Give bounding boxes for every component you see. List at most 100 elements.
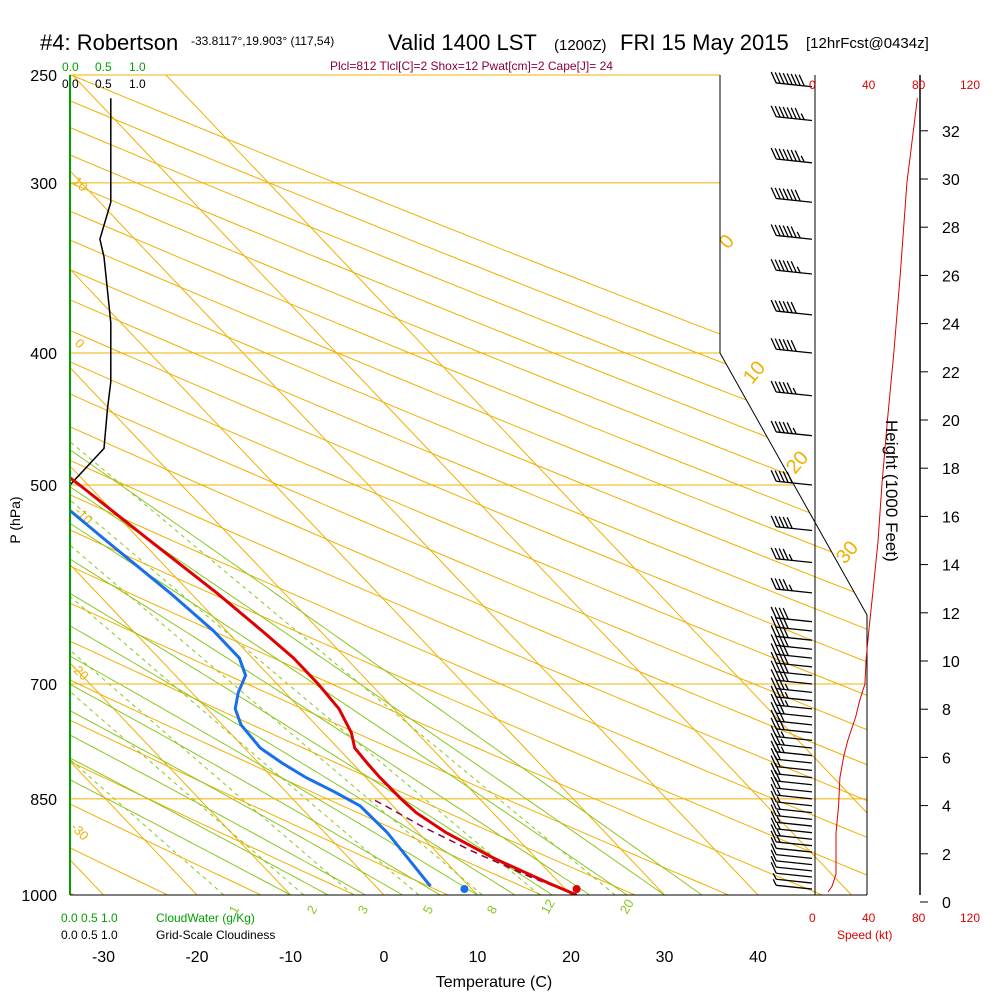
wind-barb-feather [786,517,793,529]
wind-barb-staff [776,872,813,878]
wind-barb-feather [770,747,777,760]
wind-barb-feather [770,105,777,118]
wind-barb-feather [770,740,777,753]
wind-speed-tick-top: 80 [912,78,926,92]
wind-barb-feather [774,338,781,350]
cloudwater-scale-label: 0.5 [95,60,112,74]
dry-adiabat-line [70,75,867,895]
dry-adiabat-line [70,75,867,895]
wind-barb-staff [776,310,813,316]
wind-barb-feather [786,382,793,394]
dry-adiabat-line [70,75,702,895]
dry-adiabat-line [70,75,867,895]
wind-barb [770,643,813,659]
wind-barb-staff [776,787,813,793]
wind-barb-feather [770,380,777,393]
wind-barb-staff [776,653,813,659]
wind-barb-feather [782,301,789,313]
dry-adiabat-line [70,75,867,895]
wind-barb-staff [776,234,813,240]
height-tick-label: 32 [942,124,960,141]
wind-barb-staff [776,644,813,650]
wind-barb-feather [774,515,781,528]
wind-barb [770,299,813,316]
wind-speed-tick-top: 0 [809,78,816,92]
mixing-ratio-label: 20 [617,896,637,916]
wind-barb-feather [770,469,777,482]
wind-barb-feather [790,226,797,238]
wind-barb-feather [778,421,785,433]
height-tick-label: 30 [942,172,960,189]
wind-barb-feather [782,188,789,200]
wind-barb [770,837,813,853]
wind-barb [770,105,813,122]
wind-barb-staff [776,712,813,718]
wind-barb-feather [774,578,781,590]
moist-adiabat-line [70,75,403,895]
wind-barb-feather [790,339,797,352]
wind-barb-feather [770,187,777,199]
wind-barb-feather [770,769,777,782]
wind-barb-feather [786,149,793,161]
valid-zulu: (1200Z) [554,37,607,54]
wind-barb-staff [776,728,813,734]
wind-speed-line [827,98,918,893]
moist-adiabat-line [70,75,665,895]
wind-barb-half-feather [788,554,793,561]
wind-barb [770,606,813,623]
wind-barb-staff [776,391,813,397]
wind-barb-feather [770,668,777,681]
moist-adiabat-line [70,75,478,895]
wind-barb-feather [770,755,777,767]
wind-barb-half-feather [776,836,781,843]
surface-dewpoint-dot [460,885,469,893]
wind-barb-feather [774,187,781,200]
wind-barb-feather [790,73,797,86]
wind-barb-feather [786,107,793,119]
wind-barb-feather [782,225,789,237]
wind-barb-feather [782,339,789,351]
wind-barb [770,380,813,397]
wind-barb-feather [782,579,789,591]
wind-barb [770,790,813,807]
wind-barb-feather [786,73,793,85]
isotherm-label: -20 [68,660,92,684]
moist-adiabat-line [70,75,703,895]
height-tick-label: 8 [942,702,951,719]
mixing-ratio-label: 12 [538,896,558,916]
wind-barb-feather [770,258,777,271]
dry-adiabat-label: 0 [715,231,739,254]
wind-barb-feather [774,470,781,482]
wind-barb-feather [790,189,797,201]
wind-barb-feather [770,849,777,862]
wind-barb-staff [776,348,813,354]
isotherm-line [70,75,291,895]
dewpoint-line [70,96,432,888]
mixing-ratio-label: 5 [420,903,437,917]
pressure-tick-label: 500 [30,478,57,495]
mixing-ratio-line [70,352,483,895]
wind-barb-feather [770,615,777,628]
dry-adiabat-label: 30 [832,537,863,568]
wind-barb-feather [774,381,781,393]
wind-barb-feather [770,337,777,350]
wind-barb-feather [770,677,777,689]
wind-barb-feather [778,516,785,528]
wind-barb-feather [790,149,797,162]
dry-adiabat-line [70,75,867,895]
wind-barb-half-feather [780,731,785,738]
wind-barb-feather [770,693,777,706]
wind-barb-feather [770,830,777,843]
wind-speed-tick-bottom: 0 [809,911,816,925]
wind-barb-feather [770,660,777,673]
wind-speed-tick-top: 40 [862,78,876,92]
wind-barb-feather [770,817,777,830]
wind-barb-feather [774,259,781,271]
height-tick-label: 14 [942,558,960,575]
dry-adiabat-line [70,75,867,895]
wind-barb-feather [774,625,781,638]
wind-barb-half-feather [796,266,801,273]
wind-barb-feather [770,643,777,655]
